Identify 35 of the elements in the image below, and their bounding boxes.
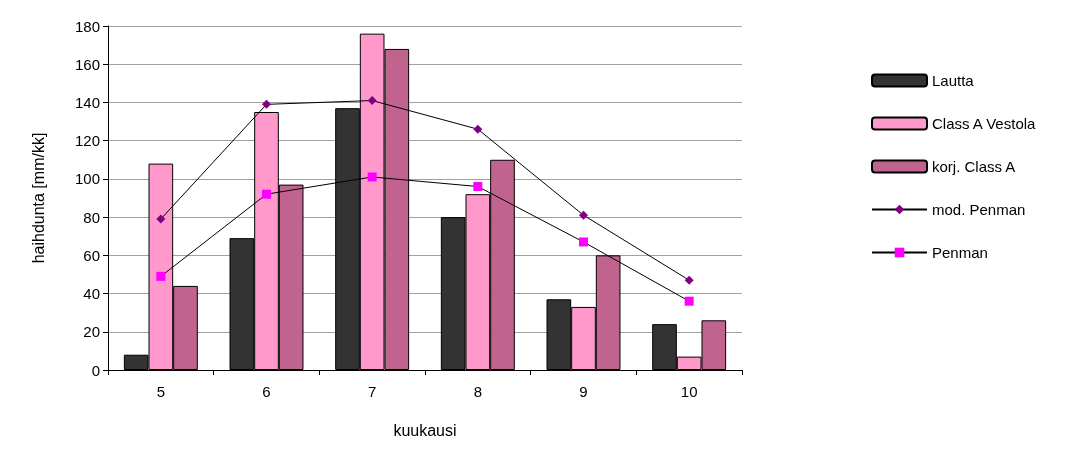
point [156,214,166,224]
x-tick-label: 10 [680,383,698,400]
point [262,189,271,199]
x-tick-label: 6 [262,383,271,400]
point [684,296,694,306]
point [473,124,483,134]
point [156,271,166,281]
y-tick-label: 140 [74,93,100,111]
point [262,99,271,109]
y-tick-label: 60 [83,246,100,264]
y-tick-label: 120 [74,132,100,150]
x-tick-label: 8 [473,383,483,400]
point [684,275,694,285]
y-tick-label: 40 [83,285,100,303]
y-tick-label: 100 [74,170,100,188]
y-axis-title: haihdunta [mm/kk] [29,132,47,264]
point [367,96,377,106]
y-tick-label: 20 [83,323,100,341]
point [367,172,377,182]
x-tick-label: 5 [156,383,166,400]
y-tick-label: 180 [74,17,100,35]
point [473,182,483,192]
legend-label: Lautta [932,72,975,89]
legend-label: Penman [932,244,988,261]
y-tick-label: 0 [91,361,100,379]
x-tick-label: 9 [579,383,588,400]
point [579,210,588,220]
x-axis-title: kuukausi [393,421,457,439]
point [579,237,588,247]
x-tick-label: 7 [367,383,377,400]
legend-label: mod. Penman [932,201,1026,218]
legend-label: Class A Vestola [932,115,1037,132]
legend-label: korj. Class A [932,158,1016,175]
y-tick-label: 160 [74,55,100,73]
y-tick-label: 80 [83,208,100,226]
